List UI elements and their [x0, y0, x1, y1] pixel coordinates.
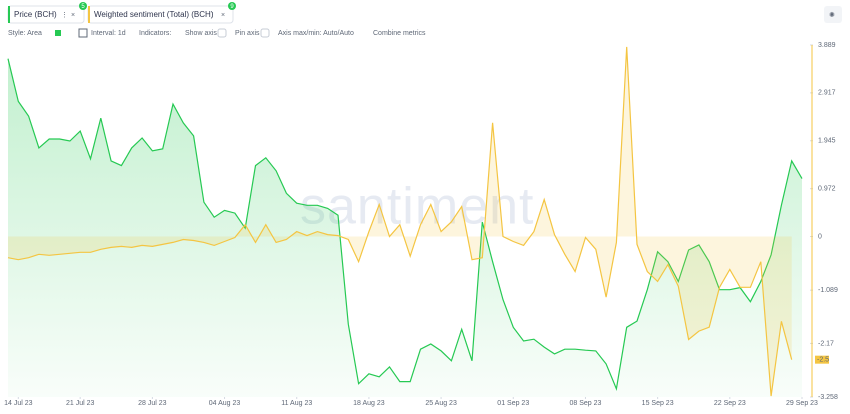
last-value-badge [815, 355, 829, 364]
x-tick-label: 11 Aug 23 [281, 400, 312, 407]
pin-axis[interactable]: Pin axis [235, 30, 260, 37]
tab-label[interactable]: Price (BCH) [14, 10, 57, 19]
settings-icon[interactable]: ✺ [829, 11, 835, 19]
close-icon[interactable]: × [221, 12, 225, 19]
x-tick-label: 28 Jul 23 [138, 400, 167, 407]
checkbox[interactable] [217, 28, 227, 38]
last-value-label: -2.5 [817, 357, 829, 364]
line [7, 46, 793, 397]
style-dropdown[interactable]: Style: Area [8, 30, 42, 37]
y2-tick-label: -3.258 [818, 394, 838, 401]
tab-accent [88, 6, 90, 23]
interval-dropdown[interactable]: Interval: 1d [91, 30, 126, 37]
menu-icon[interactable]: ⋮ [209, 12, 216, 19]
color-picker[interactable] [55, 30, 61, 36]
y2-tick-label: 1.945 [818, 138, 836, 145]
checkbox[interactable] [260, 28, 270, 38]
tab-label[interactable]: Weighted sentiment (Total) (BCH) [94, 10, 214, 19]
y2-tick-label: 2.917 [818, 90, 836, 97]
x-tick-label: 14 Jul 23 [4, 400, 33, 407]
y2-tick-label: 3.889 [818, 42, 836, 49]
y2-tick-label: 0.972 [818, 186, 836, 193]
line [7, 58, 803, 391]
axis-maxmin[interactable]: Axis max/min: Auto/Auto [278, 30, 354, 37]
close-icon[interactable]: × [71, 12, 75, 19]
x-tick-label: 25 Aug 23 [425, 400, 457, 407]
y2-tick-label: -1.089 [818, 287, 838, 294]
badge-text: 5 [81, 4, 85, 10]
x-tick-label: 18 Aug 23 [353, 400, 385, 407]
x-tick-label: 01 Sep 23 [497, 400, 529, 407]
y2-tick-label: -2.17 [818, 340, 834, 347]
settings-button[interactable] [824, 6, 842, 23]
plot: 14 Jul 23 21 Jul 23 28 Jul 23 04 Aug 23 11 A… [4, 42, 838, 407]
area [8, 58, 802, 397]
x-tick-label: 08 Sep 23 [569, 400, 601, 407]
menu-icon[interactable]: ⋮ [61, 12, 68, 19]
x-tick-label: 21 Jul 23 [66, 400, 95, 407]
badge [228, 2, 236, 10]
y2-tick-label: 0 [818, 233, 822, 240]
indicators-dropdown[interactable]: Indicators: [139, 30, 171, 37]
tab-accent [8, 6, 10, 23]
badge [79, 2, 87, 10]
x-tick-label: 15 Sep 23 [642, 400, 674, 407]
combine-metrics[interactable]: Combine metrics [373, 30, 426, 37]
badge-text: 9 [230, 4, 234, 10]
x-tick-label: 04 Aug 23 [209, 400, 241, 407]
interval-icon [78, 28, 88, 38]
area [8, 46, 792, 397]
x-tick-label: 22 Sep 23 [714, 400, 746, 407]
x-tick-label: 29 Sep 23 [786, 400, 818, 407]
show-axis[interactable]: Show axis [185, 30, 217, 37]
